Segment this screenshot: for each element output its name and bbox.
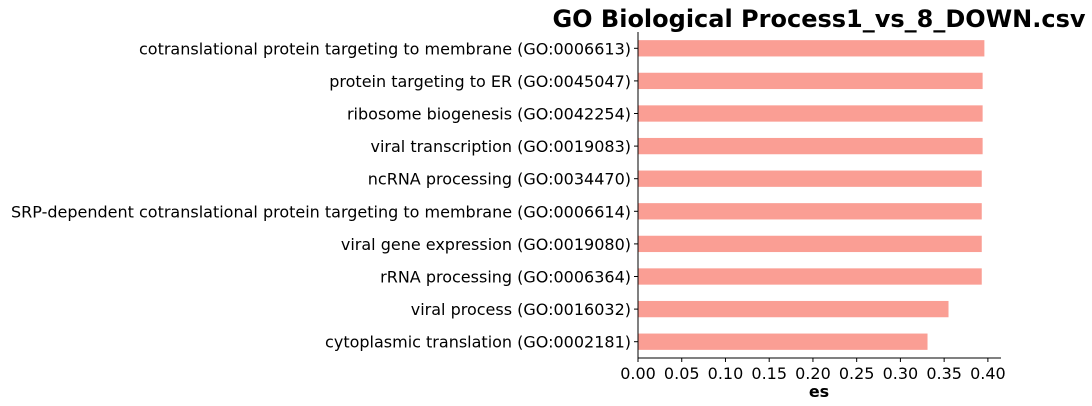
bar: [638, 72, 983, 90]
category-label: cytoplasmic translation (GO:0002181): [325, 333, 631, 352]
x-tick-label: 0.10: [708, 364, 744, 383]
category-label: viral transcription (GO:0019083): [370, 137, 631, 156]
x-axis-label: es: [809, 382, 829, 401]
bar: [638, 105, 983, 122]
category-label: protein targeting to ER (GO:0045047): [329, 72, 631, 91]
x-tick-label: 0.00: [620, 364, 656, 383]
category-label: viral process (GO:0016032): [411, 300, 631, 319]
x-ticks-group: 0.00 0.05 0.10 0.15 0.20 0.25 0.30 0.35 0.40: [620, 358, 1006, 383]
bar: [638, 40, 985, 57]
category-label: rRNA processing (GO:0006364): [380, 268, 631, 287]
bar: [638, 300, 949, 318]
bar: [638, 170, 982, 187]
category-label: ncRNA processing (GO:0034470): [368, 170, 631, 189]
category-label: viral gene expression (GO:0019080): [341, 235, 631, 254]
category-label: SRP-dependent cotranslational protein ta…: [11, 202, 631, 221]
bars-group: [638, 40, 985, 350]
x-tick-label: 0.30: [883, 364, 919, 383]
bar: [638, 268, 982, 285]
x-tick-label: 0.20: [795, 364, 831, 383]
chart-title: GO Biological Process1_vs_8_DOWN.csv: [552, 5, 1085, 33]
x-tick-label: 0.40: [970, 364, 1006, 383]
x-tick-label: 0.25: [839, 364, 875, 383]
x-tick-label: 0.35: [926, 364, 962, 383]
bar: [638, 203, 982, 220]
x-tick-label: 0.15: [751, 364, 787, 383]
category-labels-group: cotranslational protein targeting to mem…: [11, 39, 638, 352]
bar: [638, 333, 928, 350]
bar: [638, 235, 982, 253]
x-tick-label: 0.05: [664, 364, 700, 383]
bar: [638, 137, 983, 155]
category-label: ribosome biogenesis (GO:0042254): [347, 105, 631, 124]
category-label: cotranslational protein targeting to mem…: [139, 39, 631, 58]
